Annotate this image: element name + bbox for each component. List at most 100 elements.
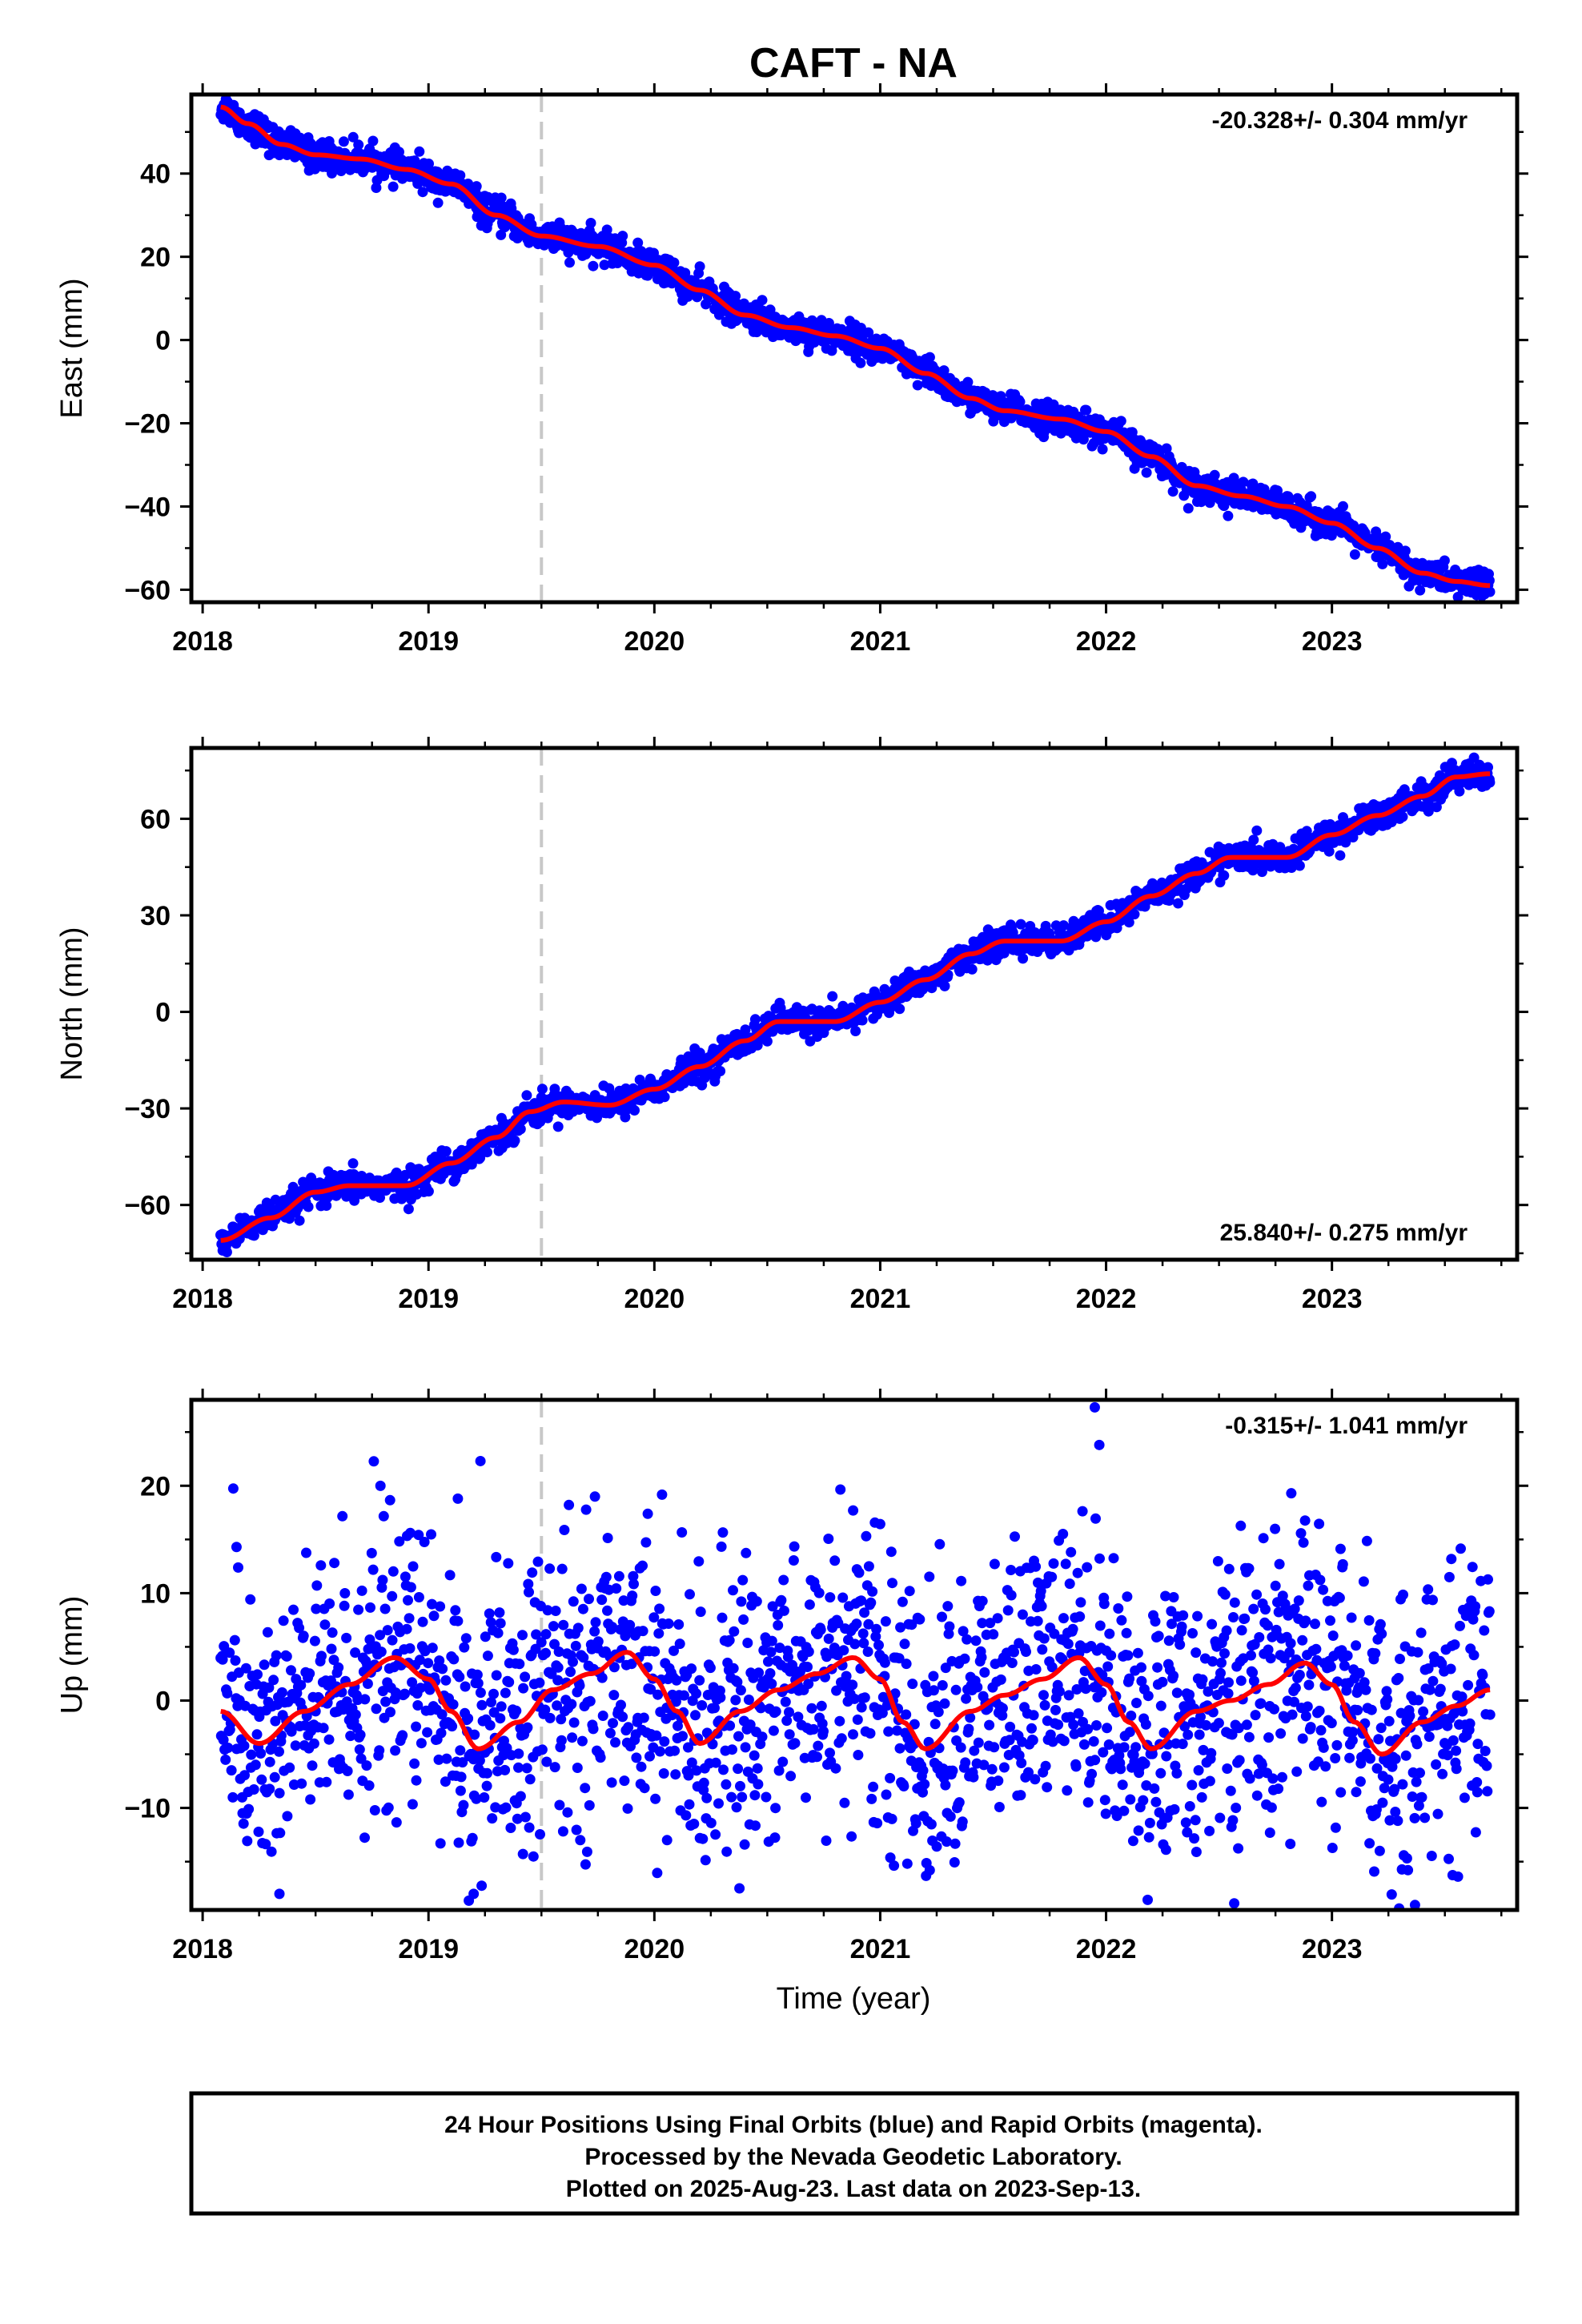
x-tick-label: 2020	[624, 1284, 685, 1314]
data-point	[816, 1700, 827, 1711]
data-point	[674, 1638, 685, 1650]
north-frame	[189, 746, 1520, 1262]
data-point	[610, 1737, 620, 1748]
data-point	[572, 1622, 584, 1634]
data-point	[269, 1771, 280, 1783]
data-point	[653, 1628, 665, 1639]
data-point	[632, 237, 644, 248]
data-point	[785, 1771, 797, 1782]
data-point	[400, 1571, 411, 1582]
data-point	[691, 1688, 702, 1699]
x-tick-label: 2023	[1302, 626, 1363, 657]
data-point	[345, 1731, 356, 1742]
data-point	[874, 1518, 885, 1530]
data-point	[523, 1578, 534, 1590]
data-point	[562, 1807, 573, 1818]
data-point	[394, 1536, 405, 1547]
data-point	[683, 1742, 693, 1753]
data-point	[584, 1594, 594, 1605]
data-point	[802, 1662, 813, 1672]
data-point	[457, 1757, 468, 1768]
data-point	[401, 1623, 412, 1634]
data-point	[278, 1615, 289, 1626]
data-point	[387, 181, 399, 192]
data-point	[347, 131, 359, 143]
data-point	[1468, 752, 1480, 763]
data-point	[768, 1725, 779, 1736]
data-point	[926, 983, 938, 994]
data-point	[408, 1561, 419, 1572]
data-point	[1123, 917, 1134, 928]
data-point	[441, 1753, 452, 1764]
data-point	[447, 1721, 458, 1732]
data-point	[476, 1880, 488, 1892]
data-point	[463, 1713, 474, 1724]
data-point	[517, 1630, 528, 1641]
data-point	[656, 1489, 668, 1500]
data-point	[323, 1734, 335, 1745]
data-point	[1338, 501, 1348, 512]
data-point	[694, 1675, 705, 1686]
data-point	[509, 1135, 520, 1146]
data-point	[552, 1662, 564, 1673]
data-point	[440, 1675, 452, 1686]
x-tick-label: 2023	[1302, 1284, 1363, 1314]
data-point	[339, 1588, 351, 1598]
data-point	[765, 304, 776, 316]
data-point	[1338, 812, 1348, 823]
data-point	[616, 1699, 626, 1711]
data-point	[500, 1764, 511, 1775]
data-point	[564, 257, 575, 268]
data-point	[749, 1014, 761, 1025]
data-point	[380, 1696, 391, 1707]
data-point	[863, 327, 874, 338]
data-point	[284, 1762, 295, 1773]
data-point	[823, 318, 834, 328]
data-point	[830, 1763, 841, 1774]
data-point	[851, 1618, 862, 1630]
data-point	[455, 1745, 466, 1756]
data-point	[347, 1158, 359, 1169]
data-point	[749, 1790, 761, 1801]
data-point	[326, 1643, 337, 1655]
data-point	[648, 1612, 660, 1623]
y-tick-label: −40	[124, 492, 171, 522]
x-tick-label: 2022	[1076, 1284, 1137, 1314]
data-point	[834, 1715, 845, 1727]
data-point	[629, 1105, 640, 1116]
data-point	[950, 377, 960, 388]
data-point	[855, 357, 866, 368]
data-point	[242, 1835, 253, 1847]
data-point	[575, 1835, 586, 1846]
data-point	[527, 1567, 538, 1578]
data-point	[404, 1613, 415, 1624]
data-point	[549, 1638, 560, 1650]
data-point	[568, 1596, 579, 1607]
data-point	[367, 135, 379, 147]
x-tick-label: 2019	[398, 1284, 459, 1314]
data-point	[741, 1547, 752, 1558]
data-point	[853, 1750, 864, 1760]
east-fit-line	[220, 104, 1491, 589]
data-point	[580, 1783, 591, 1794]
data-point	[1078, 434, 1089, 445]
y-tick-label: 40	[140, 159, 171, 190]
data-point	[427, 1598, 437, 1610]
data-point	[604, 1727, 616, 1739]
data-point	[608, 1662, 620, 1673]
data-point	[387, 1590, 398, 1602]
data-point	[387, 1566, 399, 1577]
data-point	[728, 1663, 739, 1674]
data-point	[540, 1704, 551, 1715]
data-point	[856, 1702, 867, 1713]
data-point	[608, 1690, 620, 1701]
data-point	[644, 1751, 655, 1762]
data-point	[409, 1758, 420, 1769]
data-point	[1161, 443, 1172, 454]
data-point	[1484, 586, 1496, 597]
x-tick-label: 2020	[624, 626, 685, 657]
data-point	[384, 1494, 396, 1506]
data-point	[220, 1754, 231, 1765]
x-tick-label: 2018	[172, 626, 233, 657]
data-point	[1399, 545, 1411, 557]
